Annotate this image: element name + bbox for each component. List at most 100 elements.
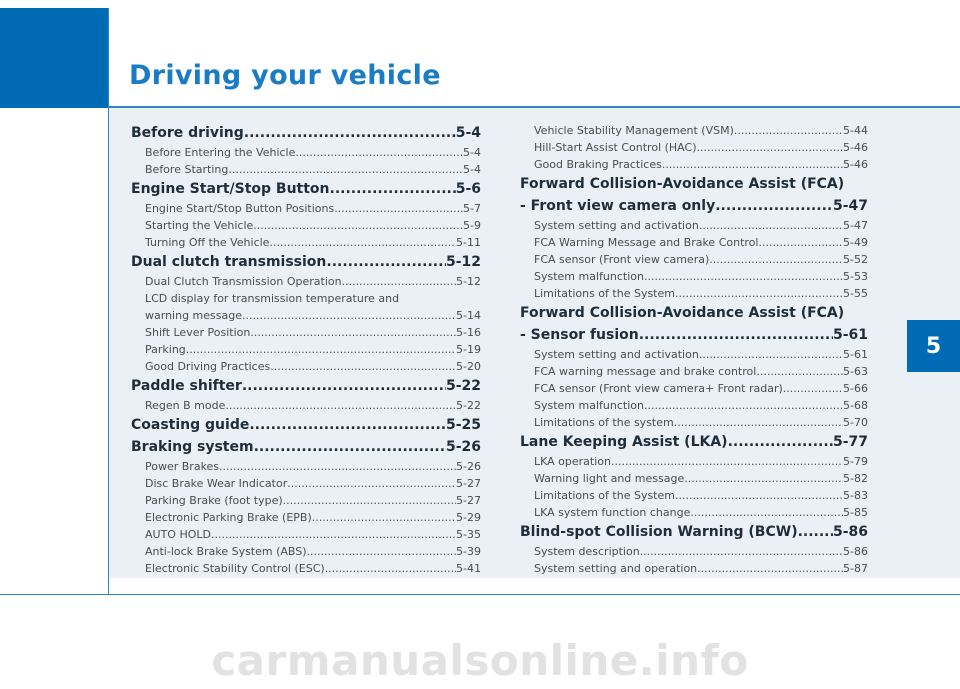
toc-page-number: 5-35 — [456, 528, 481, 541]
toc-entry-title: Limitations of the System — [534, 489, 675, 502]
toc-subentry-line[interactable]: LCD display for transmission temperature… — [145, 292, 400, 305]
toc-subentry[interactable]: Anti-lock Brake System (ABS) 5-39 — [131, 543, 481, 560]
dot-leader — [325, 560, 456, 577]
toc-subentry[interactable]: Limitations of the system 5-70 — [520, 414, 868, 431]
toc-subentry[interactable]: LKA operation 5-79 — [520, 453, 868, 470]
toc-page-number: 5-46 — [843, 158, 868, 171]
toc-entry-title: LKA system function change — [534, 506, 691, 519]
toc-subentry[interactable]: Power Brakes 5-26 — [131, 458, 481, 475]
toc-section-entry[interactable]: Paddle shifter 5-22 — [131, 375, 481, 397]
toc-entry-title: Power Brakes — [145, 460, 220, 473]
dot-leader — [270, 358, 456, 375]
dot-leader — [312, 509, 456, 526]
dot-leader — [242, 375, 446, 397]
toc-subentry[interactable]: Limitations of the System 5-83 — [520, 487, 868, 504]
toc-section-entry[interactable]: - Sensor fusion 5-61 — [520, 324, 868, 346]
toc-entry-title: FCA Warning Message and Brake Control — [534, 236, 759, 249]
dot-leader — [186, 341, 456, 358]
toc-entry-title: LKA operation — [534, 455, 611, 468]
toc-subentry[interactable]: Before Entering the Vehicle 5-4 — [131, 144, 481, 161]
title-divider — [109, 106, 960, 108]
toc-page-number: 5-22 — [445, 378, 481, 394]
toc-subentry[interactable]: Shift Lever Position 5-16 — [131, 324, 481, 341]
toc-subentry[interactable]: Electronic Parking Brake (EPB) 5-29 — [131, 509, 481, 526]
toc-subentry[interactable]: System malfunction 5-53 — [520, 268, 868, 285]
toc-subentry[interactable]: Hill-Start Assist Control (HAC) 5-46 — [520, 139, 868, 156]
dot-leader — [250, 324, 456, 341]
toc-subentry[interactable]: Regen B mode 5-22 — [131, 397, 481, 414]
dot-leader — [675, 487, 843, 504]
toc-subentry[interactable]: FCA sensor (Front view camera) 5-52 — [520, 251, 868, 268]
toc-entry-title: Before driving — [131, 125, 244, 141]
toc-entry-title: Braking system — [131, 439, 254, 455]
toc-page-number: 5-85 — [843, 506, 868, 519]
toc-entry-title: - Sensor fusion — [520, 327, 639, 343]
toc-subentry[interactable]: LKA system function change 5-85 — [520, 504, 868, 521]
toc-page-number: 5-83 — [843, 489, 868, 502]
toc-subentry[interactable]: Disc Brake Wear Indicator 5-27 — [131, 475, 481, 492]
toc-section-entry[interactable]: - Front view camera only 5-47 — [520, 195, 868, 217]
toc-subentry[interactable]: Before Starting 5-4 — [131, 161, 481, 178]
toc-subentry[interactable]: Electronic Stability Control (ESC) 5-41 — [131, 560, 481, 577]
toc-section-line[interactable]: Forward Collision-Avoidance Assist (FCA) — [520, 176, 845, 192]
toc-subentry[interactable]: Vehicle Stability Management (VSM) 5-44 — [520, 122, 868, 139]
toc-section-entry[interactable]: Coasting guide 5-25 — [131, 414, 481, 436]
toc-entry-title: Before Entering the Vehicle — [145, 146, 296, 159]
toc-page-number: 5-12 — [445, 254, 481, 270]
toc-subentry[interactable]: warning message 5-14 — [131, 307, 481, 324]
toc-page-number: 5-4 — [455, 125, 481, 141]
toc-section-entry[interactable]: Blind-spot Collision Warning (BCW) 5-86 — [520, 521, 868, 543]
toc-subentry[interactable]: Good Braking Practices 5-46 — [520, 156, 868, 173]
toc-subentry[interactable]: Good Driving Practices 5-20 — [131, 358, 481, 375]
toc-section-entry[interactable]: Braking system 5-26 — [131, 436, 481, 458]
toc-subentry[interactable]: Engine Start/Stop Button Positions 5-7 — [131, 200, 481, 217]
toc-subentry[interactable]: System setting and operation 5-87 — [520, 560, 868, 577]
toc-entry-title: Turning Off the Vehicle — [145, 236, 270, 249]
toc-subentry[interactable]: FCA sensor (Front view camera+ Front rad… — [520, 380, 868, 397]
toc-entry-title: Blind-spot Collision Warning (BCW) — [520, 524, 798, 540]
toc-subentry[interactable]: Dual Clutch Transmission Operation 5-12 — [131, 273, 481, 290]
toc-subentry[interactable]: Parking 5-19 — [131, 341, 481, 358]
toc-page-number: 5-86 — [843, 545, 868, 558]
dot-leader — [699, 217, 843, 234]
toc-page-number: 5-44 — [843, 124, 868, 137]
toc-subentry[interactable]: System setting and activation 5-47 — [520, 217, 868, 234]
toc-subentry[interactable]: FCA warning message and brake control 5-6… — [520, 363, 868, 380]
toc-subentry[interactable]: AUTO HOLD 5-35 — [131, 526, 481, 543]
toc-page-number: 5-25 — [445, 417, 481, 433]
toc-entry-title: Shift Lever Position — [145, 326, 251, 339]
toc-section-line[interactable]: Forward Collision-Avoidance Assist (FCA) — [520, 305, 845, 321]
toc-subentry[interactable]: Parking Brake (foot type) 5-27 — [131, 492, 481, 509]
toc-page-number: 5-49 — [843, 236, 868, 249]
toc-page-number: 5-29 — [456, 511, 481, 524]
toc-page-number: 5-87 — [843, 562, 868, 575]
toc-subentry[interactable]: System malfunction 5-68 — [520, 397, 868, 414]
toc-subentry[interactable]: Warning light and message 5-82 — [520, 470, 868, 487]
toc-page-number: 5-46 — [843, 141, 868, 154]
chapter-tab[interactable]: 5 — [907, 320, 960, 372]
toc-section-entry[interactable]: Before driving 5-4 — [131, 122, 481, 144]
dot-leader — [326, 251, 446, 273]
toc-subentry[interactable]: System setting and activation 5-61 — [520, 346, 868, 363]
toc-page-number: 5-53 — [843, 270, 868, 283]
toc-section-entry[interactable]: Dual clutch transmission 5-12 — [131, 251, 481, 273]
toc-subentry[interactable]: Limitations of the System 5-55 — [520, 285, 868, 302]
toc-entry-title: Disc Brake Wear Indicator — [145, 477, 288, 490]
toc-subentry[interactable]: FCA Warning Message and Brake Control 5-4… — [520, 234, 868, 251]
dot-leader — [253, 217, 463, 234]
toc-entry-title: Anti-lock Brake System (ABS) — [145, 545, 307, 558]
toc-entry-title: Starting the Vehicle — [145, 219, 254, 232]
toc-subentry[interactable]: System description 5-86 — [520, 543, 868, 560]
toc-section-entry[interactable]: Engine Start/Stop Button 5-6 — [131, 178, 481, 200]
toc-page-number: 5-39 — [456, 545, 481, 558]
toc-page-number: 5-77 — [832, 434, 868, 450]
toc-page-number: 5-52 — [843, 253, 868, 266]
toc-entry-title: System malfunction — [534, 399, 644, 412]
toc-page-number: 5-26 — [445, 439, 481, 455]
toc-subentry[interactable]: Turning Off the Vehicle 5-11 — [131, 234, 481, 251]
toc-entry-title: Electronic Stability Control (ESC) — [145, 562, 325, 575]
dot-leader — [639, 324, 833, 346]
toc-subentry[interactable]: Starting the Vehicle 5-9 — [131, 217, 481, 234]
dot-leader — [283, 492, 456, 509]
toc-section-entry[interactable]: Lane Keeping Assist (LKA) 5-77 — [520, 431, 868, 453]
